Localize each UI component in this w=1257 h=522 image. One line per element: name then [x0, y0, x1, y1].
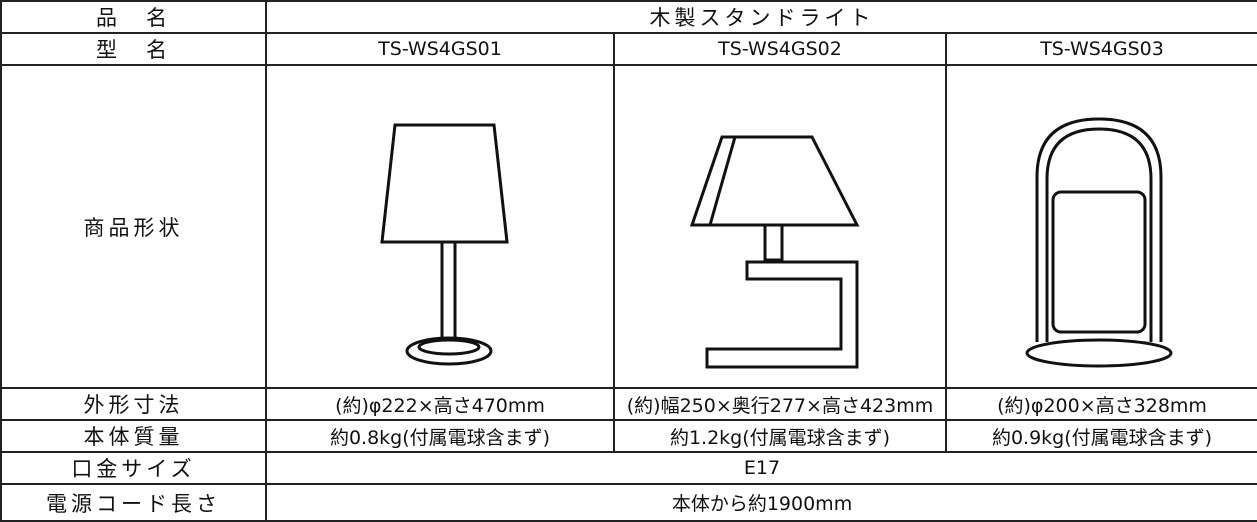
cell: 約0.9kg(付属電球含まず) [944, 419, 1257, 453]
row: 品 名木製スタンドライト [0, 0, 1257, 34]
label: 外形寸法 [0, 387, 267, 421]
row: 型 名 TS-WS4GS01 TS-WS4GS02 TS-WS4GS03 [0, 32, 1257, 66]
lamp-2 [689, 135, 860, 368]
image-cell [265, 64, 615, 389]
label: 本体質量 [0, 419, 267, 453]
cell: 約0.8kg(付属電球含まず) [265, 419, 615, 453]
lamp-1 [380, 123, 509, 365]
image-cell [944, 64, 1257, 389]
label: 口金サイズ [0, 451, 267, 485]
row: 商品形状 [0, 64, 1257, 389]
label: 商品形状 [0, 64, 267, 389]
row: 口金サイズ E17 [0, 451, 1257, 485]
label: 電源コード長さ [0, 483, 267, 522]
cell: 約1.2kg(付属電球含まず) [613, 419, 947, 453]
row: 電源コード長さ 本体から約1900mm [0, 483, 1257, 522]
label: 型 名 [0, 32, 267, 66]
cell: 本体から約1900mm [264, 483, 1257, 522]
row: 本体質量 約0.8kg(付属電球含まず) 約1.2kg(付属電球含まず) 約0.9kg… [0, 419, 1257, 453]
cell: E17 [264, 451, 1257, 485]
cell: (約)φ222×高さ470mm [265, 387, 615, 421]
cell: 木製スタンドライト [264, 0, 1257, 34]
cell: (約)幅250×奥行277×高さ423mm [613, 387, 947, 421]
cell: TS-WS4GS01 [265, 32, 615, 66]
cell: TS-WS4GS03 [944, 32, 1257, 66]
cell: (約)φ200×高さ328mm [944, 387, 1257, 421]
label: 品 名 [0, 0, 267, 34]
lamp-3 [1025, 116, 1173, 367]
row: 外形寸法 (約)φ222×高さ470mm (約)幅250×奥行277×高さ423mm… [0, 387, 1257, 421]
cell: TS-WS4GS02 [613, 32, 947, 66]
image-cell [613, 64, 947, 389]
